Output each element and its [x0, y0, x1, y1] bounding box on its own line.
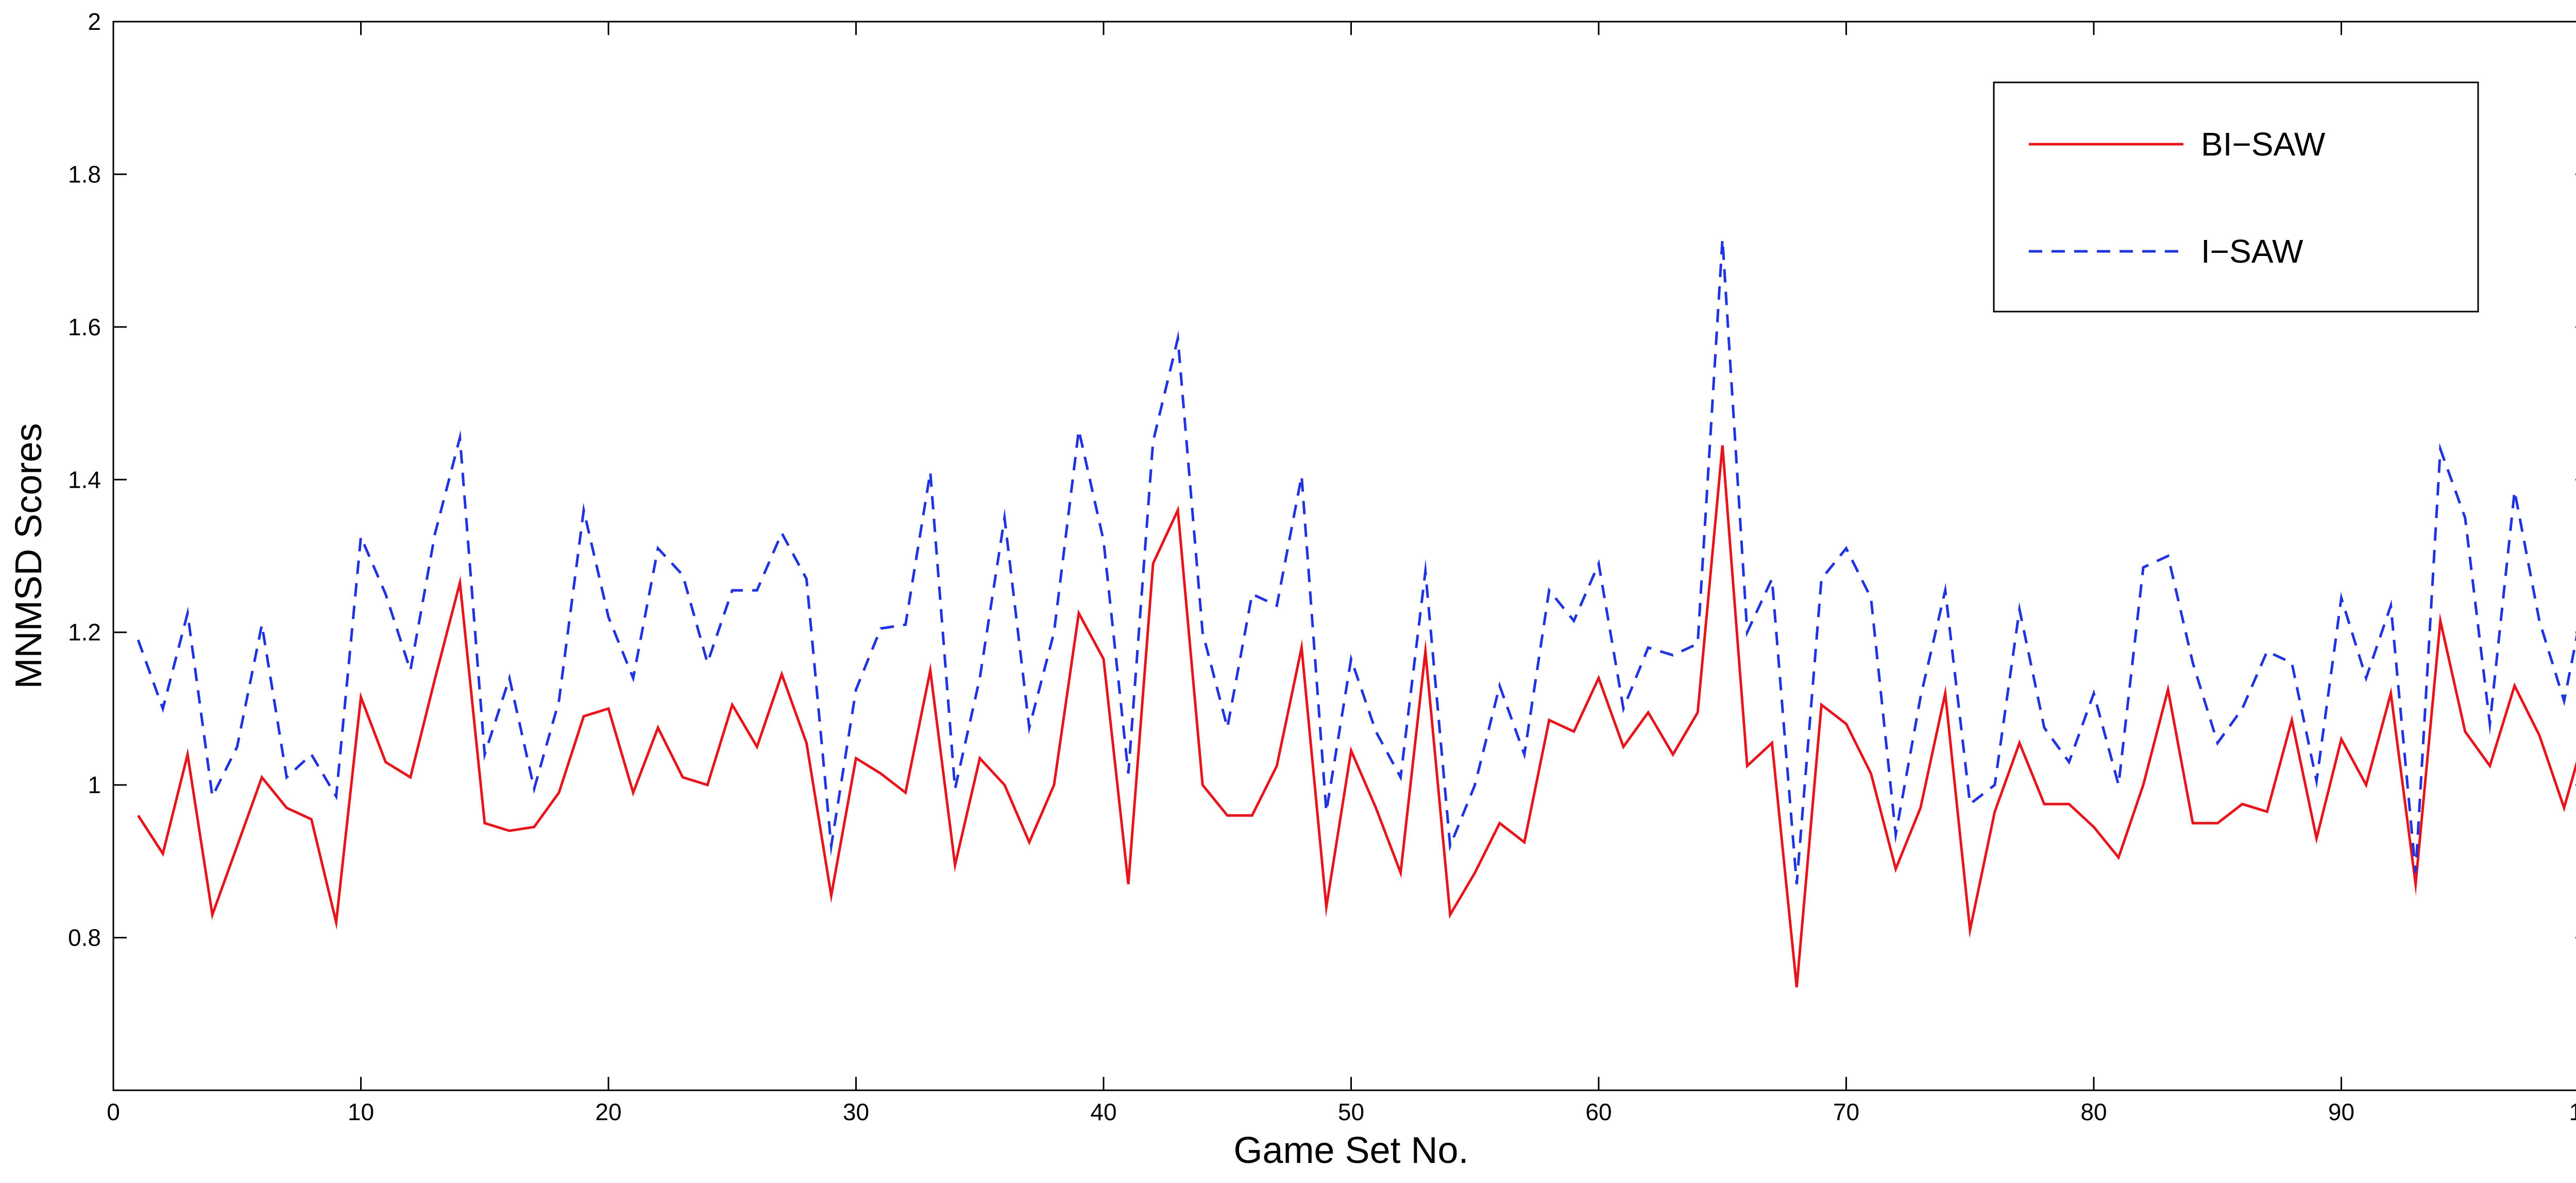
x-tick-label: 60: [1585, 1099, 1612, 1125]
y-axis-ticks: 0.8 1 1.2 1.4 1.6 1.8 2: [68, 8, 2576, 951]
x-tick-label: 10: [348, 1099, 374, 1125]
legend-box: [1993, 81, 2479, 313]
x-tick-label: 0: [107, 1099, 120, 1125]
x-axis-title: Game Set No.: [1233, 1130, 1468, 1171]
x-tick-label: 40: [1090, 1099, 1116, 1125]
y-tick-label: 1: [88, 771, 101, 798]
x-tick-label: 30: [843, 1099, 869, 1125]
y-tick-label: 0.8: [68, 924, 101, 951]
y-tick-label: 1.6: [68, 314, 101, 340]
series-layer: [137, 239, 2576, 988]
y-tick-label: 1.4: [68, 466, 101, 493]
x-tick-label: 20: [595, 1099, 621, 1125]
legend: BI−SAW I−SAW: [1993, 81, 2479, 313]
series-line-i-saw: [137, 239, 2576, 885]
legend-label: I−SAW: [2201, 233, 2303, 270]
x-tick-label: 100: [2569, 1099, 2576, 1125]
x-axis-ticks: 0 10 20 30 40 50 60 70 80 90 100: [107, 22, 2576, 1125]
x-tick-label: 50: [1338, 1099, 1364, 1125]
y-tick-label: 1.2: [68, 619, 101, 646]
legend-label: BI−SAW: [2201, 126, 2326, 163]
y-tick-label: 2: [88, 8, 101, 35]
x-tick-label: 80: [2080, 1099, 2107, 1125]
x-tick-label: 70: [1833, 1099, 1859, 1125]
x-tick-label: 90: [2328, 1099, 2354, 1125]
series-line-bi-saw: [137, 445, 2576, 988]
y-tick-label: 1.8: [68, 161, 101, 187]
y-axis-title: MNMSD Scores: [8, 423, 49, 689]
